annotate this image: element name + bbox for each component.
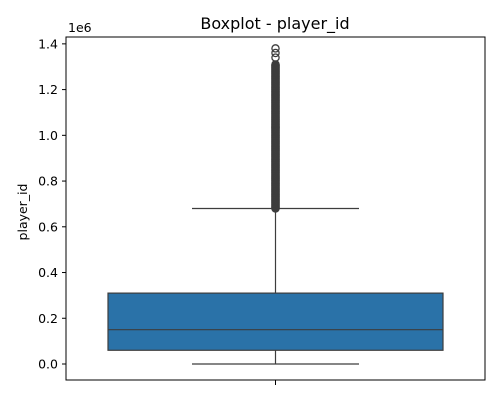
outlier-point (271, 53, 280, 62)
y-tick-label: 0.4 (38, 265, 58, 280)
y-axis-label: player_id (15, 184, 30, 241)
y-offset-text: 1e6 (68, 20, 92, 35)
chart-title: Boxplot - player_id (200, 14, 349, 34)
box-iqr (107, 292, 444, 351)
y-tick-label: 1.0 (38, 128, 58, 143)
outlier-point (271, 48, 280, 58)
plot-area (107, 44, 444, 365)
y-tick-label: 1.4 (38, 36, 58, 51)
y-tick-label: 0.0 (38, 356, 58, 371)
outlier-point (271, 44, 280, 53)
y-tick-label: 0.2 (38, 311, 58, 326)
y-tick-label: 0.8 (38, 174, 58, 189)
y-axis-ticks: 0.0 0.2 0.4 0.6 0.8 1.0 1.2 1.4 (38, 36, 66, 371)
y-tick-label: 1.2 (38, 82, 58, 97)
y-tick-label: 0.6 (38, 219, 58, 234)
